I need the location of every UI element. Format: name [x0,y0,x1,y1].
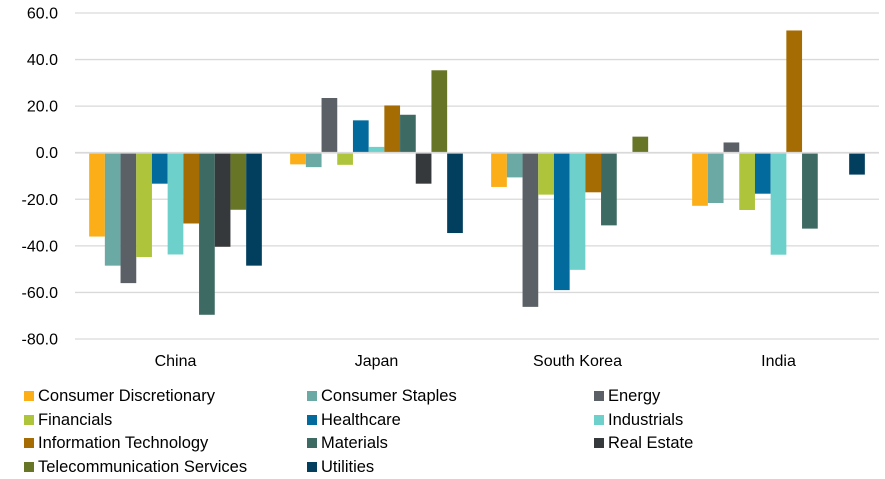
legend-swatch [24,391,34,401]
bar-china-healthcare [151,152,168,184]
bar-south-korea-industrials [569,152,586,270]
bar-south-korea-information-technology [585,152,602,193]
bar-china-energy [120,152,137,284]
y-tick-label: -20.0 [22,192,59,209]
bar-south-korea-consumer-discretionary [491,152,507,187]
bar-china-industrials [167,152,184,255]
bar-china-consumer-discretionary [89,152,105,237]
bar-japan-information-technology [384,105,401,153]
legend-label: Consumer Staples [321,387,457,405]
legend-item: Consumer Staples [307,386,457,406]
legend-label: Healthcare [321,410,401,429]
legend-label: Industrials [608,410,684,429]
bar-china-real-estate [214,152,231,247]
bar-south-korea-healthcare [553,152,570,291]
bar-south-korea-energy [522,152,539,307]
bar-india-healthcare [754,152,771,194]
y-tick-label: -60.0 [22,285,59,302]
legend-item: Information Technology [24,433,208,453]
bar-japan-financials [337,152,353,165]
bar-india-energy [723,142,740,153]
bar-india-financials [739,152,755,210]
y-tick-label: -40.0 [22,238,59,255]
x-axis-ticks: China Japan South Korea India [155,353,796,370]
bar-japan-utilities [447,152,463,234]
legend-item: Financials [24,410,112,430]
bar-japan-consumer-discretionary [290,152,306,165]
bar-india-utilities [849,152,865,175]
bar-india-consumer-staples [707,152,724,204]
legend-item: Consumer Discretionary [24,386,215,406]
legend-swatch [307,461,317,472]
legend-item: Telecommunication Services [24,457,247,477]
bar-china-utilities [246,152,262,266]
legend-swatch [307,391,317,401]
legend-label: Financials [38,410,113,429]
legend-label: Information Technology [38,434,209,452]
bar-china-materials [199,152,215,315]
legend-item: Materials [307,433,388,453]
y-axis-ticks: 60.0 40.0 20.0 0.0 -20.0 -40.0 -60.0 -80.0 [22,6,59,349]
bar-japan-energy [321,97,338,153]
bar-china-information-technology [183,152,200,224]
bar-south-korea-financials [538,152,554,195]
bars [89,30,865,315]
legend-item: Real Estate [594,433,693,453]
legend-swatch [594,391,604,401]
bar-south-korea-consumer-staples [506,152,523,178]
bar-india-consumer-discretionary [692,152,708,206]
bar-india-materials [802,152,818,229]
bar-japan-consumer-staples [305,152,322,168]
legend-item: Utilities [307,457,374,477]
y-tick-label: 20.0 [27,99,58,116]
y-tick-label: -80.0 [22,332,59,349]
legend-swatch [594,414,604,425]
legend-swatch [24,414,34,425]
legend-label: Telecommunication Services [38,457,248,476]
legend-label: Energy [608,387,661,405]
bar-japan-materials [400,114,416,153]
bar-japan-real-estate [415,152,432,184]
legend-item: Industrials [594,410,683,430]
bar-india-industrials [770,152,787,255]
legend-item: Energy [594,386,660,406]
bar-south-korea-materials [601,152,617,226]
y-tick-label: 60.0 [27,6,58,23]
bar-chart: 60.0 40.0 20.0 0.0 -20.0 -40.0 -60.0 -80.0 Chin… [22,6,879,370]
bar-china-telecommunication-services [230,152,247,210]
legend-swatch [24,461,34,472]
bar-japan-industrials [368,146,385,153]
x-tick-label: Japan [355,353,399,370]
bar-japan-healthcare [352,120,369,153]
bar-china-financials [136,152,152,258]
bar-china-consumer-staples [104,152,121,266]
bar-india-information-technology [786,30,803,153]
legend-label: Utilities [321,457,375,476]
bar-japan-telecommunication-services [431,70,448,153]
legend-swatch [24,438,34,448]
legend-swatch [307,414,317,425]
x-tick-label: China [155,353,197,370]
x-tick-label: South Korea [533,353,622,370]
legend-label: Consumer Discretionary [38,387,215,405]
legend-label: Real Estate [608,434,694,452]
x-tick-label: India [761,353,796,370]
y-tick-label: 40.0 [27,52,58,69]
legend-item: Healthcare [307,410,401,430]
y-tick-label: 0.0 [36,145,58,162]
legend-swatch [594,438,604,448]
legend-swatch [307,438,317,448]
bar-south-korea-telecommunication-services [632,136,649,153]
legend-label: Materials [321,434,388,452]
